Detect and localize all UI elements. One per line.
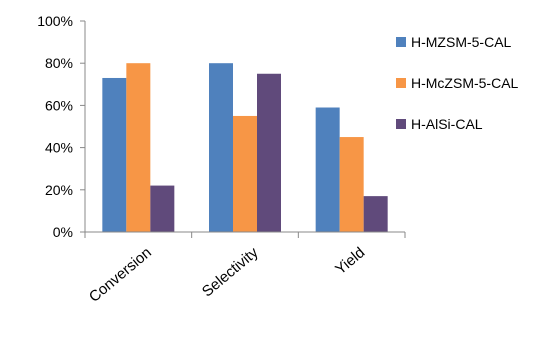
y-tick-label: 0%	[53, 224, 73, 240]
y-tick-label: 100%	[37, 13, 73, 29]
legend-swatch	[396, 78, 406, 88]
bar	[150, 185, 175, 232]
y-tick-label: 60%	[45, 97, 73, 113]
y-tick-label: 40%	[45, 140, 73, 156]
legend-label: H-McZSM-5-CAL	[411, 75, 519, 91]
bar	[257, 73, 281, 232]
bar	[102, 77, 127, 232]
x-category-label: Selectivity	[199, 244, 262, 301]
x-category-label: Conversion	[86, 244, 155, 306]
x-category-label: Yield	[332, 244, 368, 278]
legend-swatch	[396, 119, 406, 129]
bar	[233, 115, 257, 232]
legend-swatch	[396, 37, 406, 47]
bar	[209, 63, 233, 233]
bar	[363, 196, 388, 232]
legend-label: H-MZSM-5-CAL	[411, 34, 512, 50]
legend-label: H-AlSi-CAL	[411, 116, 483, 132]
bar	[339, 137, 364, 232]
bar	[126, 63, 151, 233]
y-tick-label: 80%	[45, 55, 73, 71]
y-tick-label: 20%	[45, 182, 73, 198]
bar	[315, 107, 340, 232]
